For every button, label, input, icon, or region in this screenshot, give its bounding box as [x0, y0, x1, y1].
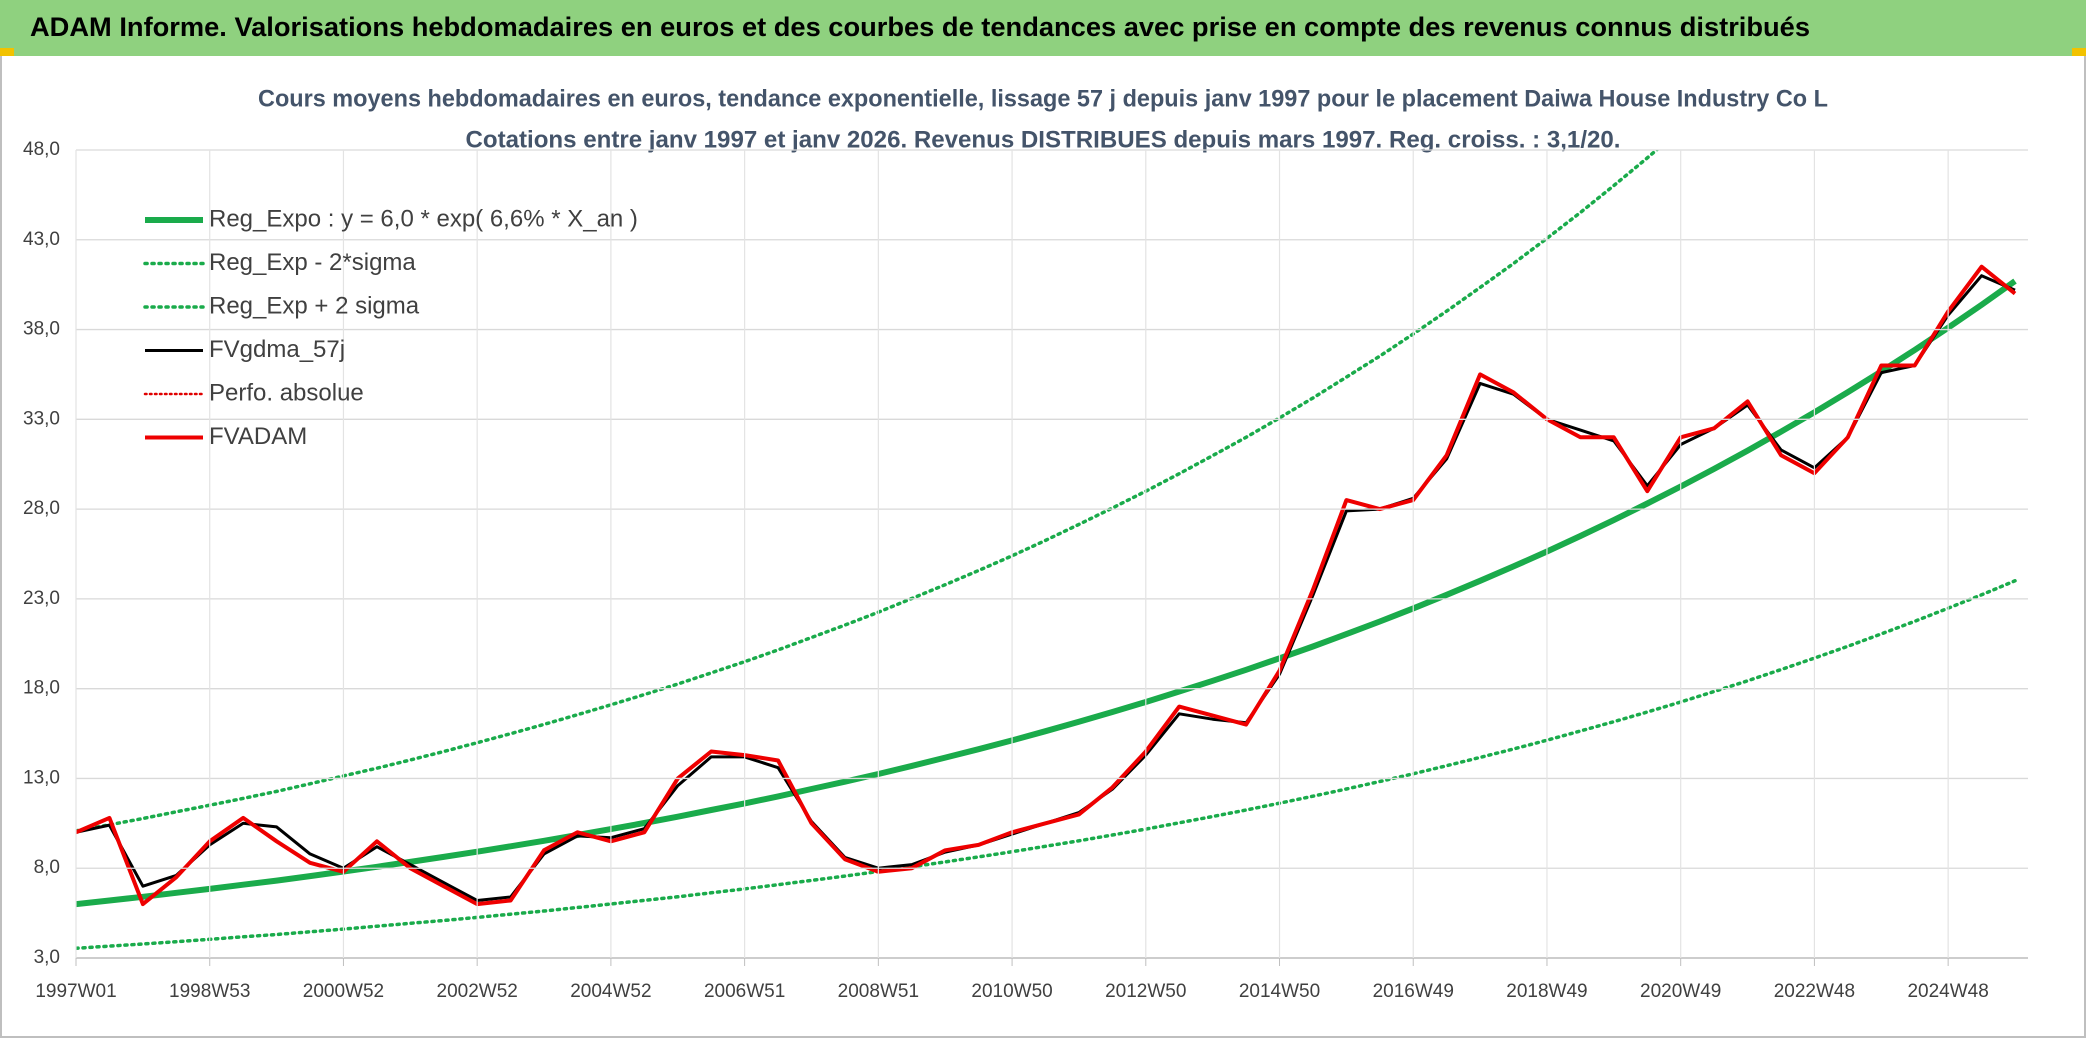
legend-label: Reg_Expo : y = 6,0 * exp( 6,6% * X_an )	[209, 205, 638, 232]
x-tick-label: 2012W50	[1105, 981, 1186, 1002]
y-tick-label: 28,0	[23, 498, 60, 519]
series-line	[76, 264, 2017, 907]
x-tick-label: 1997W01	[35, 981, 116, 1002]
x-tick-label: 2014W50	[1239, 981, 1320, 1002]
header-title: ADAM Informe. Valorisations hebdomadaire…	[30, 12, 1810, 42]
x-tick-label: 1998W53	[169, 981, 250, 1002]
x-tick-label: 2016W49	[1373, 981, 1454, 1002]
y-tick-label: 18,0	[23, 678, 60, 699]
corner	[2072, 48, 2086, 56]
series-line	[76, 579, 2017, 951]
legend-label: Reg_Exp + 2 sigma	[209, 292, 420, 319]
series-line	[76, 150, 1660, 833]
x-tick-label: 2000W52	[303, 981, 384, 1002]
x-tick-label: 2010W50	[971, 981, 1052, 1002]
y-tick-label: 8,0	[34, 857, 60, 878]
chart-subtitle: Cotations entre janv 1997 et janv 2026. …	[466, 126, 1621, 153]
x-tick-label: 2018W49	[1506, 981, 1587, 1002]
x-tick-label: 2008W51	[838, 981, 919, 1002]
y-tick-label: 13,0	[23, 767, 60, 788]
y-tick-label: 3,0	[34, 947, 60, 968]
legend-label: FVgdma_57j	[209, 336, 345, 363]
y-tick-label: 38,0	[23, 319, 60, 340]
x-tick-label: 2002W52	[437, 981, 518, 1002]
y-tick-label: 48,0	[23, 139, 60, 160]
x-tick-label: 2024W48	[1907, 981, 1988, 1002]
x-tick-label: 2022W48	[1774, 981, 1855, 1002]
y-tick-label: 43,0	[23, 229, 60, 250]
x-tick-label: 2006W51	[704, 981, 785, 1002]
header-bar	[0, 0, 2086, 56]
series-line	[76, 278, 2017, 908]
x-tick-label: 2020W49	[1640, 981, 1721, 1002]
y-tick-label: 33,0	[23, 408, 60, 429]
y-tick-label: 23,0	[23, 588, 60, 609]
corner	[0, 48, 14, 56]
legend-label: Perfo. absolue	[209, 379, 364, 406]
x-tick-label: 2004W52	[570, 981, 651, 1002]
legend-label: Reg_Exp - 2*sigma	[209, 249, 416, 276]
plot-area	[76, 150, 2017, 951]
chart-title: Cours moyens hebdomadaires en euros, ten…	[258, 85, 1828, 112]
legend-label: FVADAM	[209, 423, 307, 450]
